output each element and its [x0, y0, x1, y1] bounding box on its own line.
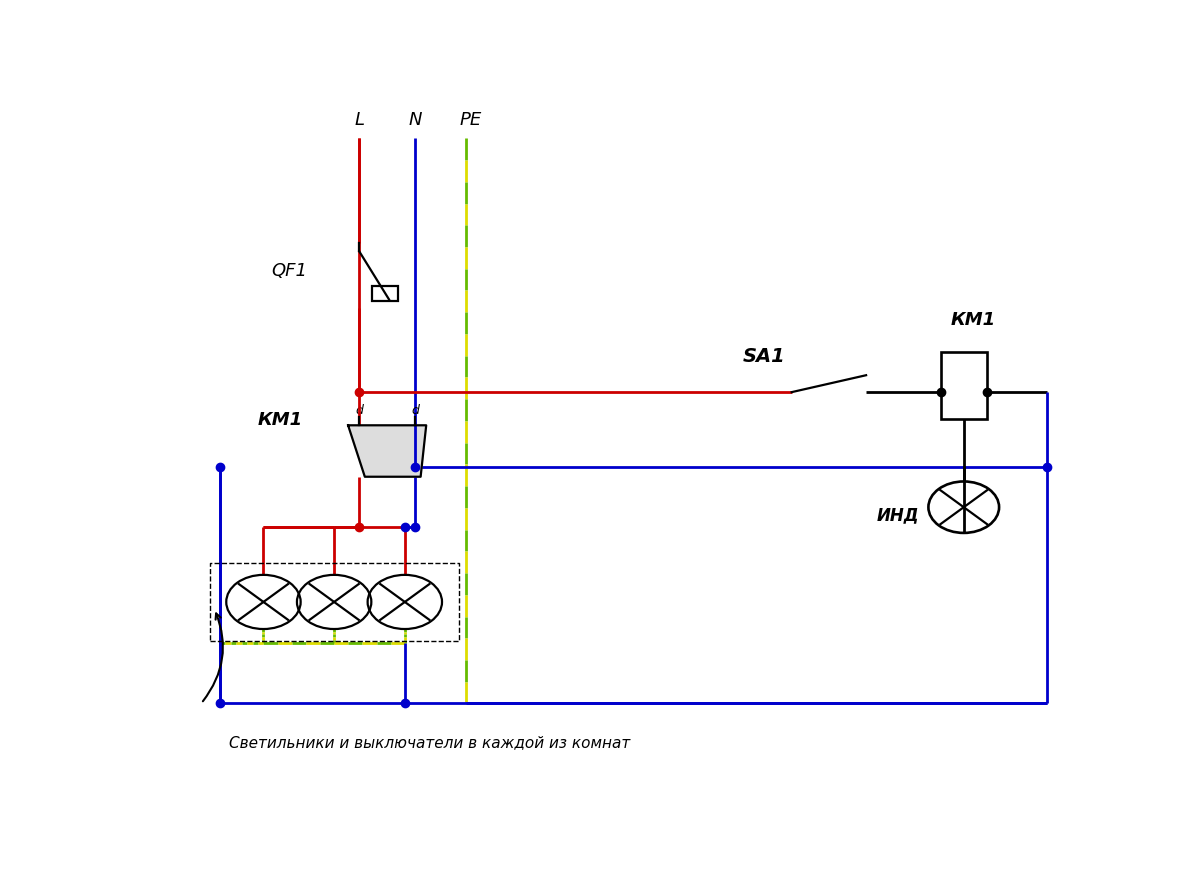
Text: d: d [355, 403, 364, 416]
Polygon shape [348, 426, 426, 478]
Text: КМ1: КМ1 [950, 311, 996, 328]
Text: КМ1: КМ1 [258, 411, 302, 428]
Bar [941, 352, 986, 420]
Text: QF1: QF1 [271, 262, 307, 280]
Text: Светильники и выключатели в каждой из комнат: Светильники и выключатели в каждой из ко… [229, 735, 630, 750]
Text: PE: PE [460, 111, 482, 129]
Text: L: L [354, 111, 365, 129]
Text: SA1: SA1 [743, 347, 785, 365]
Text: d: d [412, 403, 419, 416]
Text: ИНД: ИНД [877, 506, 919, 523]
Text: N: N [408, 111, 422, 129]
Bar [372, 286, 398, 301]
